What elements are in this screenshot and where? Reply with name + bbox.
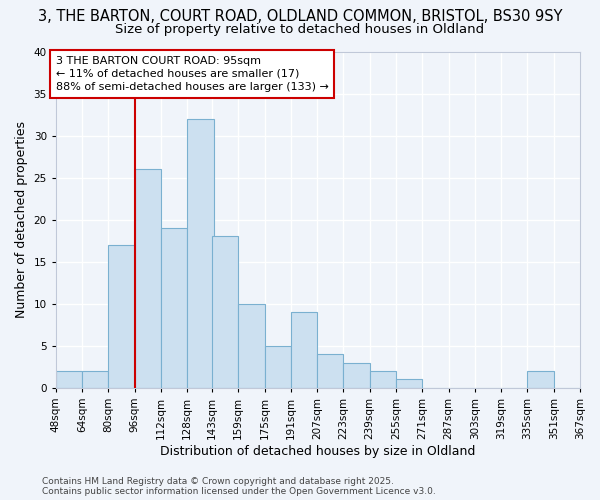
Bar bbox=[291, 312, 317, 388]
Text: Contains HM Land Registry data © Crown copyright and database right 2025.
Contai: Contains HM Land Registry data © Crown c… bbox=[42, 476, 436, 496]
Text: 3 THE BARTON COURT ROAD: 95sqm
← 11% of detached houses are smaller (17)
88% of : 3 THE BARTON COURT ROAD: 95sqm ← 11% of … bbox=[56, 56, 329, 92]
Text: Size of property relative to detached houses in Oldland: Size of property relative to detached ho… bbox=[115, 22, 485, 36]
Bar bbox=[212, 236, 238, 388]
Y-axis label: Number of detached properties: Number of detached properties bbox=[15, 121, 28, 318]
Bar bbox=[343, 362, 370, 388]
Bar bbox=[265, 346, 291, 388]
Bar bbox=[396, 380, 422, 388]
Bar bbox=[187, 119, 214, 388]
X-axis label: Distribution of detached houses by size in Oldland: Distribution of detached houses by size … bbox=[160, 444, 476, 458]
Bar bbox=[370, 371, 396, 388]
Bar bbox=[238, 304, 265, 388]
Bar bbox=[317, 354, 343, 388]
Bar bbox=[82, 371, 109, 388]
Bar bbox=[527, 371, 554, 388]
Bar bbox=[56, 371, 82, 388]
Text: 3, THE BARTON, COURT ROAD, OLDLAND COMMON, BRISTOL, BS30 9SY: 3, THE BARTON, COURT ROAD, OLDLAND COMMO… bbox=[38, 9, 562, 24]
Bar bbox=[161, 228, 187, 388]
Bar bbox=[135, 169, 161, 388]
Bar bbox=[109, 245, 135, 388]
